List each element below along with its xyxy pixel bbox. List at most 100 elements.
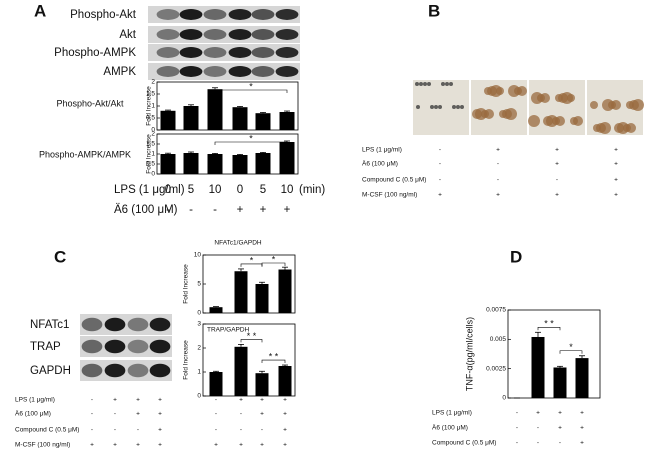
blot-label: GAPDH xyxy=(30,365,71,377)
significance-bracket xyxy=(261,359,286,364)
condition-unit: (min) xyxy=(299,184,325,196)
cell xyxy=(460,105,464,109)
y-axis-title: Fold Increase xyxy=(183,264,190,304)
blot-band xyxy=(149,317,171,332)
cell xyxy=(434,105,438,109)
condition-value: + xyxy=(260,397,264,404)
condition-value: - xyxy=(91,397,93,404)
cell xyxy=(517,86,527,96)
blot-band xyxy=(127,339,149,354)
y-tick-label: 1.5 xyxy=(146,91,155,98)
blot-label: Phospho-Akt xyxy=(70,9,137,21)
condition-value: + xyxy=(158,427,162,434)
panel-label: A xyxy=(34,1,46,20)
blot-band xyxy=(251,66,275,77)
cell xyxy=(416,105,420,109)
blot-band xyxy=(251,29,275,40)
condition-label: M-CSF (100 ng/ml) xyxy=(15,442,70,449)
condition-label: Compound C (0.5 μM) xyxy=(362,177,426,184)
blot-band xyxy=(104,363,126,378)
condition-value: - xyxy=(516,425,518,432)
condition-value: + xyxy=(158,442,162,449)
cell xyxy=(427,82,431,86)
y-tick-label: 1 xyxy=(197,369,201,376)
condition-label: Compound C (0.5 μM) xyxy=(15,427,79,434)
cell xyxy=(423,82,427,86)
blot-band xyxy=(203,47,227,58)
bar xyxy=(234,271,248,313)
y-axis-title: Fold Increase xyxy=(183,340,190,380)
cell xyxy=(456,105,460,109)
condition-value: + xyxy=(239,397,243,404)
cell xyxy=(528,115,540,127)
condition-label: Ä6 (100 μM) xyxy=(114,204,178,216)
condition-value: + xyxy=(113,442,117,449)
condition-value: + xyxy=(614,161,618,168)
significance-label: * xyxy=(569,342,573,352)
condition-label: LPS (1 μg/ml) xyxy=(114,184,185,196)
bar xyxy=(232,155,248,174)
significance-bracket xyxy=(537,326,561,331)
plot-frame xyxy=(156,81,299,131)
condition-value: 10 xyxy=(281,184,294,196)
condition-label: M-CSF (100 ng/ml) xyxy=(362,192,417,199)
condition-value: + xyxy=(113,397,117,404)
condition-value: - xyxy=(537,425,539,432)
blot-label: NFATc1 xyxy=(30,319,69,331)
significance-label: * * xyxy=(269,351,279,361)
blot-band xyxy=(251,47,275,58)
cell xyxy=(611,100,621,110)
condition-label: Ä6 (100 μM) xyxy=(362,160,398,168)
condition-value: - xyxy=(516,440,518,447)
cell xyxy=(441,82,445,86)
cell xyxy=(540,93,550,103)
cell xyxy=(484,109,494,119)
condition-value: - xyxy=(240,411,242,418)
cell xyxy=(632,99,644,111)
condition-value: + xyxy=(284,204,291,216)
bar xyxy=(232,107,248,130)
condition-value: + xyxy=(260,442,264,449)
condition-value: + xyxy=(580,410,584,417)
significance-label: * xyxy=(272,254,276,264)
condition-value: 5 xyxy=(260,184,266,196)
y-axis-title: TNF-α(pg/ml/cells) xyxy=(464,317,474,391)
blot-label: TRAP xyxy=(30,341,61,353)
panel-label: D xyxy=(510,247,522,266)
bar xyxy=(278,366,292,396)
condition-value: - xyxy=(213,204,217,216)
significance-label: * * xyxy=(247,331,257,341)
y-axis-title: Fold Increase xyxy=(146,134,153,174)
blot-label: Akt xyxy=(119,29,136,41)
bar xyxy=(575,358,589,398)
cell xyxy=(452,105,456,109)
panel-label: C xyxy=(54,247,66,266)
condition-value: - xyxy=(261,427,263,434)
condition-value: - xyxy=(166,204,170,216)
condition-value: + xyxy=(237,204,244,216)
blot-band xyxy=(228,66,252,77)
blot-band xyxy=(149,363,171,378)
significance-bracket xyxy=(261,262,286,266)
bar xyxy=(279,112,295,130)
blot-band xyxy=(275,66,299,77)
condition-value: + xyxy=(136,442,140,449)
bar xyxy=(209,372,223,396)
cell xyxy=(438,105,442,109)
significance-bracket xyxy=(559,350,583,354)
condition-value: + xyxy=(283,427,287,434)
condition-value: - xyxy=(215,427,217,434)
condition-value: - xyxy=(516,410,518,417)
blot-band xyxy=(179,29,203,40)
condition-value: 0 xyxy=(237,184,243,196)
cell xyxy=(419,82,423,86)
blot-band xyxy=(251,9,275,20)
cell xyxy=(415,82,419,86)
condition-value: + xyxy=(496,147,500,154)
condition-value: + xyxy=(555,192,559,199)
bar xyxy=(255,153,271,174)
condition-value: - xyxy=(114,411,116,418)
y-tick-label: 0.005 xyxy=(490,336,507,343)
y-tick-label: 0 xyxy=(502,395,506,402)
